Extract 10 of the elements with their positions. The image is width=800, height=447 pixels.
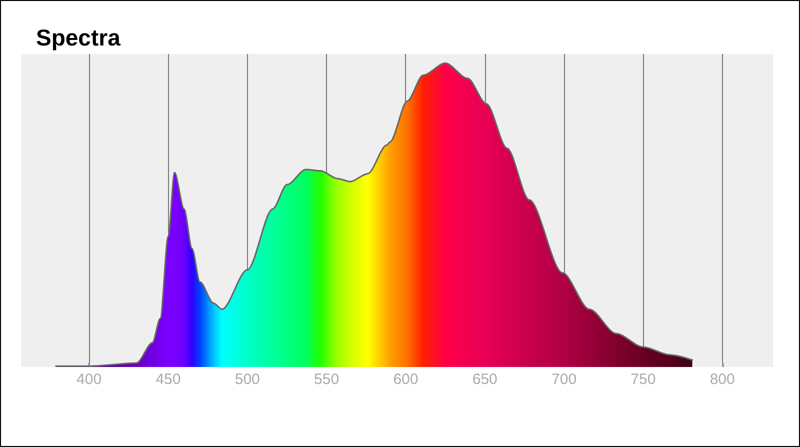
x-tick-label: 600 (393, 371, 418, 388)
x-tick-label: 500 (234, 371, 260, 388)
x-tick-label: 700 (552, 371, 577, 388)
x-tick-label: 400 (76, 371, 102, 388)
x-tick-label: 800 (710, 371, 735, 388)
x-tick-label: 650 (472, 371, 498, 388)
chart-title: Spectra (36, 24, 121, 50)
x-tick-label: 550 (314, 371, 340, 388)
x-tick-label: 450 (156, 371, 181, 388)
x-tick-label: 750 (630, 371, 656, 388)
